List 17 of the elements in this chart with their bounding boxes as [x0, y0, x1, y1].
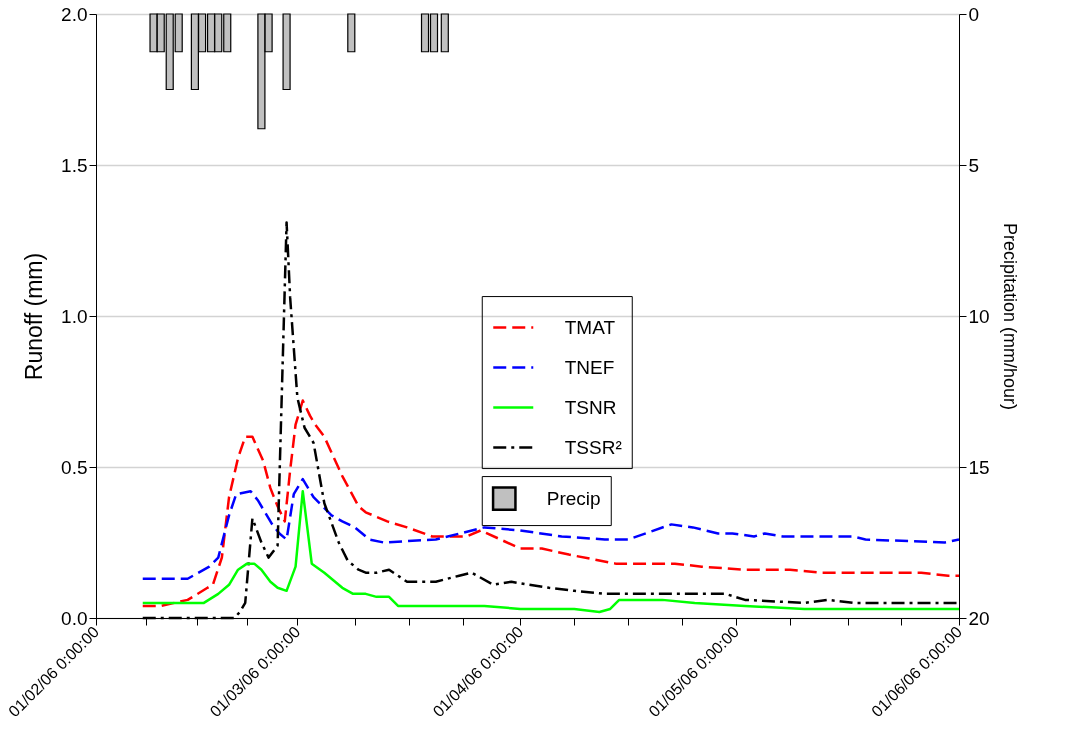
y-tick-label: 1.0	[61, 305, 88, 327]
y2-tick-label: 20	[968, 607, 990, 629]
y-tick-label: 0.0	[61, 607, 88, 629]
y2-tick-label: 10	[968, 305, 990, 327]
y2-tick-label: 5	[968, 154, 980, 176]
y-tick-label: 0.5	[61, 456, 88, 478]
y2-tick-label: 0	[968, 3, 980, 25]
y-tick-label: 1.5	[61, 154, 88, 176]
y-axis-title: Runoff (mm)	[21, 252, 48, 381]
y-tick-label: 2.0	[61, 3, 88, 25]
y2-axis-title: Precipitation (mm/hour)	[999, 222, 1020, 411]
legend-label: TNEF	[564, 356, 615, 378]
legend-label: TSSR²	[564, 436, 622, 458]
legend-label: TMAT	[564, 316, 616, 338]
legend-label: TSNR	[564, 396, 617, 418]
y2-tick-label: 15	[968, 456, 990, 478]
legend-label: Precip	[546, 487, 601, 509]
